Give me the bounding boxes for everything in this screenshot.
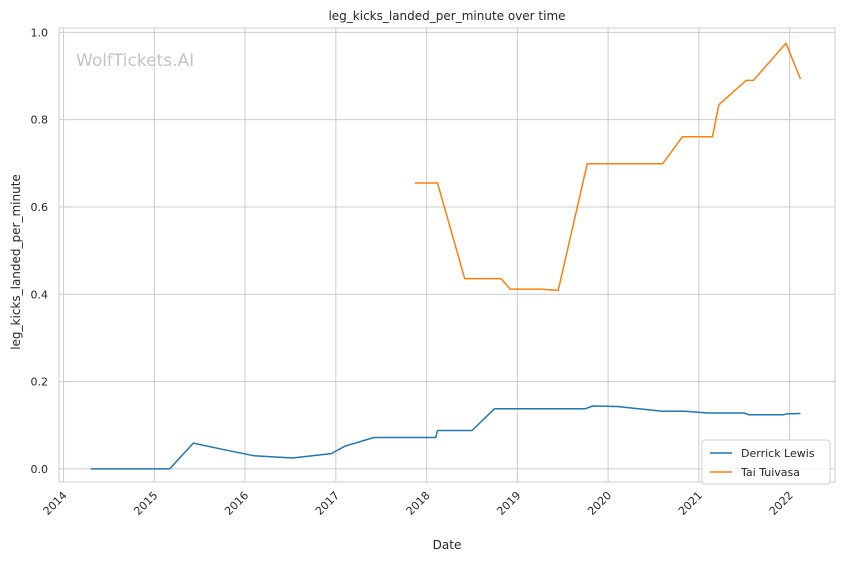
chart-title: leg_kicks_landed_per_minute over time xyxy=(328,9,565,23)
x-tick-label: 2020 xyxy=(585,489,614,518)
y-axis-ticks: 0.0 0.2 0.4 0.6 0.8 1.0 xyxy=(31,26,49,476)
y-axis-label: leg_kicks_landed_per_minute xyxy=(9,174,23,350)
x-tick-label: 2014 xyxy=(41,489,70,518)
y-tick-label: 0.0 xyxy=(31,463,49,476)
legend-label-0: Derrick Lewis xyxy=(741,447,815,460)
x-tick-label: 2022 xyxy=(767,489,796,518)
legend-label-1: Tai Tuivasa xyxy=(740,466,800,479)
x-tick-label: 2021 xyxy=(676,489,705,518)
x-tick-label: 2016 xyxy=(222,489,251,518)
x-tick-label: 2017 xyxy=(313,489,342,518)
series-layer xyxy=(90,42,802,470)
y-tick-label: 0.8 xyxy=(31,114,49,127)
x-axis-label: Date xyxy=(433,538,462,552)
legend: Derrick Lewis Tai Tuivasa xyxy=(701,439,831,485)
x-axis-ticks: 2014 2015 2016 2017 2018 2019 2020 2021 2022 xyxy=(41,489,796,518)
y-tick-label: 1.0 xyxy=(31,26,49,39)
series-line-1 xyxy=(414,42,802,292)
watermark-text: WolfTickets.AI xyxy=(76,51,194,71)
y-tick-label: 0.4 xyxy=(31,288,49,301)
x-tick-label: 2018 xyxy=(404,489,433,518)
x-tick-label: 2019 xyxy=(494,489,523,518)
legend-box xyxy=(701,439,831,485)
plot-area xyxy=(58,27,836,483)
y-tick-label: 0.6 xyxy=(31,201,49,214)
y-tick-label: 0.2 xyxy=(31,376,49,389)
x-tick-label: 2015 xyxy=(131,489,160,518)
series-line-0 xyxy=(90,405,801,470)
